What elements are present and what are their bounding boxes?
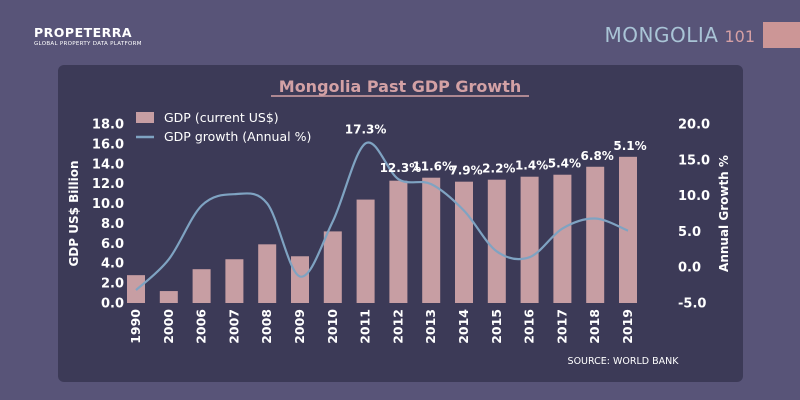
y2-tick-20.0: 20.0 — [678, 118, 710, 133]
y2-tick--5.0: -5.0 — [678, 297, 706, 312]
x-tick-2006: 2006 — [194, 309, 209, 344]
gdp-bar-2010 — [323, 231, 342, 303]
y-tick-8.0: 8.0 — [101, 217, 124, 232]
brand-name: PROPETERRA — [34, 25, 133, 40]
x-tick-2014: 2014 — [456, 309, 471, 344]
gdp-bar-2017 — [553, 174, 572, 303]
x-tick-1990: 1990 — [128, 309, 143, 344]
x-tick-2017: 2017 — [554, 309, 569, 344]
x-tick-2013: 2013 — [423, 309, 438, 344]
x-tick-2008: 2008 — [259, 309, 274, 344]
x-tick-2007: 2007 — [226, 309, 241, 344]
gdp-bar-2011 — [356, 199, 375, 303]
growth-label-2019: 5.1% — [613, 139, 646, 153]
y-tick-0.0: 0.0 — [101, 297, 124, 312]
chart-panel: Mongolia Past GDP Growth 17.3% 12.3% 11.6%… — [58, 65, 743, 382]
y2-tick-10.0: 10.0 — [678, 189, 710, 204]
series-header: MONGOLIA 101 — [605, 22, 800, 48]
source-note: SOURCE: WORLD BANK — [568, 356, 680, 367]
growth-label-2014: 7.9% — [449, 164, 482, 178]
gdp-bar-2007 — [225, 259, 244, 303]
y-tick-6.0: 6.0 — [101, 237, 124, 252]
header-accent-block — [763, 22, 800, 48]
y-tick-14.0: 14.0 — [92, 157, 124, 172]
gdp-growth-line — [135, 141, 629, 291]
growth-label-2016: 1.4% — [515, 159, 548, 173]
y-axis-label: GDP US$ Billion — [67, 160, 81, 266]
growth-label-2012: 12.3% — [380, 161, 422, 175]
x-tick-2016: 2016 — [522, 309, 537, 344]
gdp-bar-2000 — [159, 291, 178, 303]
x-tick-2015: 2015 — [489, 309, 504, 344]
x-tick-2012: 2012 — [390, 309, 405, 344]
brand-tagline: GLOBAL PROPERTY DATA PLATFORM — [34, 41, 142, 47]
y-tick-10.0: 10.0 — [92, 197, 124, 212]
growth-label-2017: 5.4% — [548, 157, 581, 171]
y-tick-2.0: 2.0 — [101, 277, 124, 292]
y2-tick-15.0: 15.0 — [678, 153, 710, 168]
gdp-bar-2012 — [389, 180, 408, 303]
y2-tick-5.0: 5.0 — [678, 225, 701, 240]
growth-label-2011: 17.3% — [345, 122, 387, 136]
y-tick-16.0: 16.0 — [92, 137, 124, 152]
growth-label-2015: 2.2% — [482, 162, 515, 176]
gdp-bar-2009 — [291, 256, 309, 303]
growth-label-2018: 6.8% — [581, 149, 614, 163]
chart-title: Mongolia Past GDP Growth — [279, 77, 521, 96]
legend-bar-swatch — [136, 112, 154, 123]
gdp-bar-2016 — [520, 176, 539, 303]
gdp-bar-2014 — [455, 181, 473, 303]
gdp-bar-2013 — [422, 177, 441, 303]
header-title: MONGOLIA — [604, 23, 719, 47]
gdp-bar-2018 — [586, 166, 605, 303]
y2-axis-label: Annual Growth % — [717, 155, 731, 272]
x-tick-2010: 2010 — [325, 309, 340, 344]
header-number: 101 — [724, 27, 755, 46]
y-tick-18.0: 18.0 — [92, 118, 124, 133]
gdp-bar-2008 — [258, 244, 277, 303]
y-tick-4.0: 4.0 — [101, 257, 124, 272]
x-tick-2011: 2011 — [358, 309, 373, 344]
brand-logo: PROPETERRA GLOBAL PROPERTY DATA PLATFORM — [34, 26, 142, 48]
y-tick-12.0: 12.0 — [92, 177, 124, 192]
x-tick-2019: 2019 — [620, 309, 635, 344]
x-tick-2000: 2000 — [161, 309, 176, 344]
x-tick-2009: 2009 — [292, 309, 307, 344]
growth-label-2013: 11.6% — [412, 160, 454, 174]
gdp-chart: Mongolia Past GDP Growth 17.3% 12.3%11.6%… — [67, 77, 731, 367]
x-tick-2018: 2018 — [587, 309, 602, 344]
gdp-bar-2015 — [487, 179, 506, 303]
legend-bar-label: GDP (current US$) — [164, 110, 279, 125]
gdp-bar-2006 — [192, 269, 211, 303]
legend-line-label: GDP growth (Annual %) — [164, 129, 311, 144]
y2-tick-0.0: 0.0 — [678, 261, 701, 276]
